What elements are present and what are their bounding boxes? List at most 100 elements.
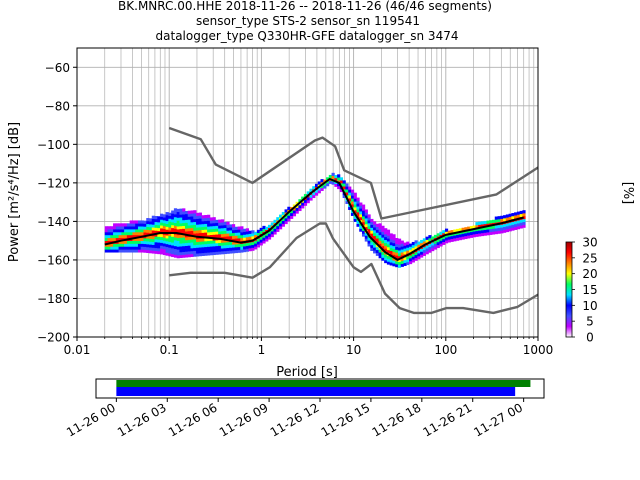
density-cell [511,227,515,231]
density-cell [207,214,211,218]
density-cell [126,231,131,236]
density-cell [179,254,183,259]
density-cell [375,246,379,251]
density-cell [337,177,341,181]
density-cell [392,234,396,238]
density-cell [447,236,451,240]
y-tick-label: −60 [45,61,70,75]
density-cell [220,251,225,255]
density-cell [464,235,468,240]
density-cell [190,230,194,234]
density-cell [171,227,175,232]
density-cell [422,246,427,251]
density-cell [209,217,214,221]
density-cell [359,225,363,229]
density-cell [132,249,136,253]
density-cell [207,252,211,256]
density-cell [129,226,133,230]
density-cell [231,235,236,239]
density-cell [121,223,125,227]
density-cell [386,229,391,233]
density-cell [243,228,247,232]
density-cell [444,231,449,235]
density-cell [215,240,219,244]
density-cell [218,219,222,223]
density-cell [254,231,258,235]
y-axis: −200 −180 −160 −140 −120 −100 −80 −60 [37,61,77,345]
density-cell [207,249,211,253]
density-cell [397,238,402,242]
density-cell [386,255,391,259]
density-cell [196,224,200,228]
density-cell [256,232,261,236]
density-cell [124,229,128,233]
density-cell [204,217,208,222]
density-cell [494,216,498,220]
density-cell [290,212,294,217]
title-line-3: datalogger_type Q330HR-GFE datalogger_sn… [156,29,459,43]
density-cell [270,228,274,232]
density-cell [184,245,189,249]
density-cell [198,227,202,231]
density-cell [251,230,255,234]
density-cell [118,226,122,230]
density-cell [522,210,526,214]
density-cell [229,241,233,245]
density-cell [281,217,285,221]
density-cell [126,240,131,244]
density-cell [367,223,371,227]
density-cell [489,225,493,230]
density-cell [171,222,175,226]
density-cell [104,226,108,230]
density-cell [373,224,377,228]
density-cell [417,256,421,260]
y-tick-label: −180 [37,292,70,306]
density-cell [456,228,460,233]
density-cell [367,217,371,221]
density-cell [154,233,158,237]
density-cell [173,251,178,255]
density-cell [514,220,518,225]
density-cell [411,253,415,257]
density-cell [514,212,518,216]
colorbar-gradient [566,242,572,337]
density-cell [151,238,155,243]
density-cell [411,259,415,263]
density-cell [370,218,374,223]
density-cell [190,227,194,231]
density-cell [458,228,462,232]
density-cell [140,226,144,230]
density-cell [182,248,186,252]
density-cell [364,235,368,239]
density-cell [113,237,117,241]
density-cell [331,172,335,177]
density-cell [207,232,211,236]
density-cell [140,220,144,224]
density-cell [129,231,133,236]
density-cell [231,250,236,254]
density-cell [176,249,180,253]
density-cell [389,236,393,240]
density-cell [265,238,269,242]
density-cell [456,234,460,238]
density-cell [337,183,341,187]
density-cell [146,218,150,222]
density-cell [204,252,208,256]
density-cell [129,249,133,253]
density-cell [303,199,308,203]
density-cell [193,233,197,237]
density-cell [287,206,291,210]
density-cell [279,214,283,218]
density-cell [395,255,399,259]
density-cell [478,224,482,228]
density-cell [201,215,205,219]
density-cell [361,227,366,231]
density-cell [458,236,462,241]
density-cell [384,257,388,261]
y-tick-label: −80 [45,99,70,113]
density-cell [309,197,313,201]
density-cell [331,175,335,179]
density-cell [397,241,402,245]
density-cell [395,249,399,253]
density-cell [381,234,385,238]
